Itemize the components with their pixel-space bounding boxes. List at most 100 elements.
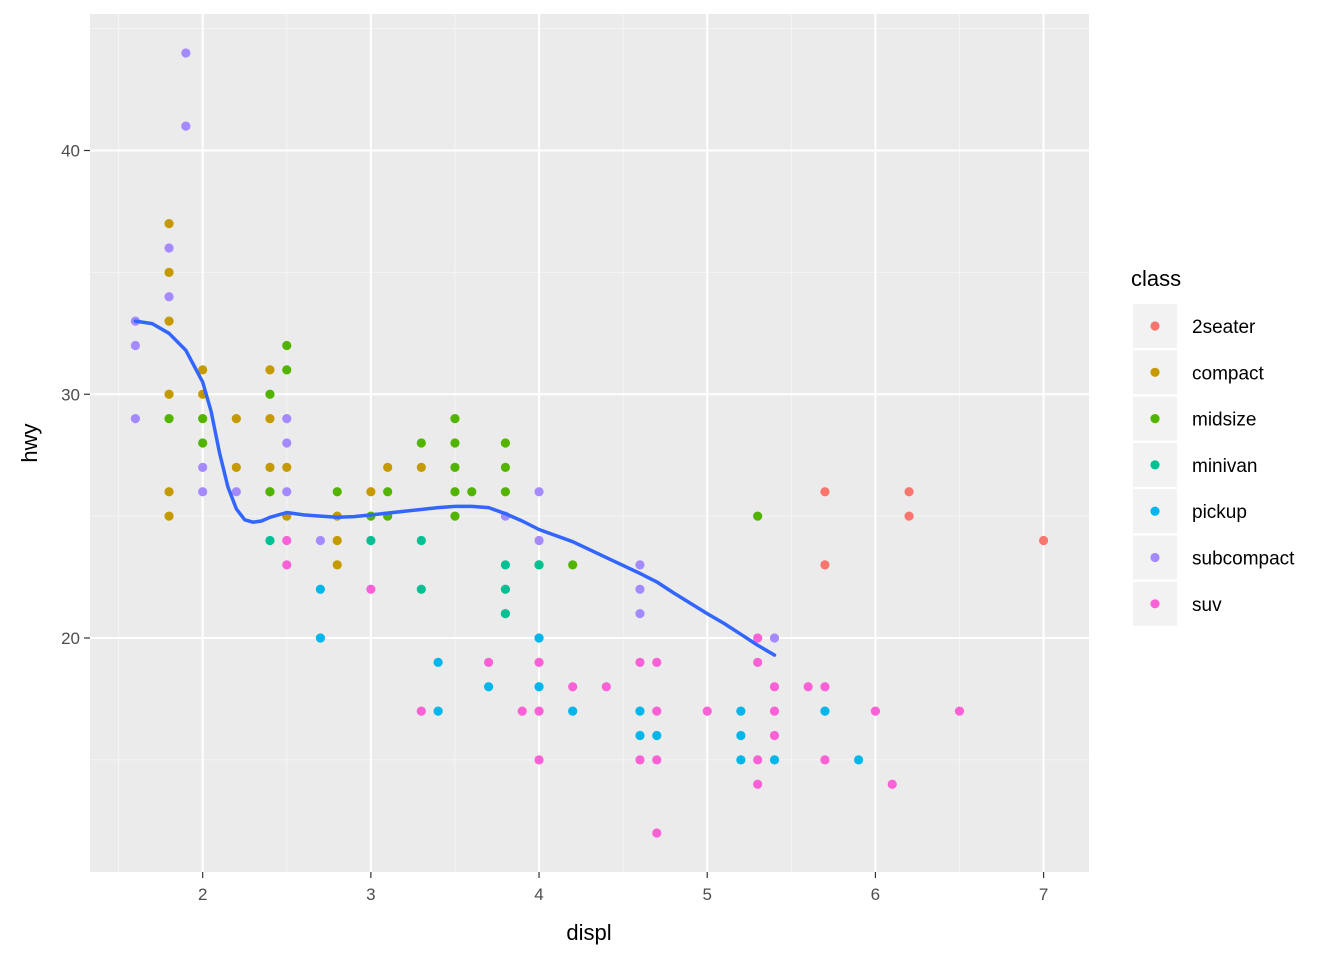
point-minivan (534, 560, 544, 570)
point-suv (769, 682, 780, 692)
point-suv (652, 828, 662, 838)
point-subcompact (282, 487, 292, 497)
point-subcompact (164, 243, 174, 253)
point-suv (652, 657, 662, 667)
point-midsize (450, 511, 460, 521)
point-pickup (635, 730, 645, 741)
point-2seater (904, 487, 914, 497)
point-compact (282, 462, 292, 472)
x-tick-label: 7 (1039, 885, 1048, 904)
point-suv (635, 755, 645, 765)
point-minivan (500, 560, 511, 570)
point-suv (820, 755, 830, 765)
legend-point-compact (1150, 367, 1160, 377)
point-suv (887, 779, 897, 789)
legend-point-suv (1150, 599, 1160, 609)
smooth-layer (133, 319, 777, 657)
y-tick-label: 20 (61, 629, 80, 648)
point-suv (769, 730, 780, 741)
smooth-line (133, 319, 777, 657)
point-compact (164, 316, 174, 326)
point-suv (753, 633, 763, 643)
legend-point-minivan (1150, 460, 1160, 470)
point-midsize (450, 462, 460, 472)
point-suv (753, 755, 763, 765)
point-midsize (164, 414, 174, 424)
point-midsize (265, 389, 275, 399)
point-pickup (736, 730, 746, 741)
point-suv (753, 657, 763, 667)
legend-label-2seater: 2seater (1192, 317, 1256, 338)
point-compact (332, 535, 342, 546)
point-midsize (383, 487, 393, 497)
point-suv (769, 706, 780, 716)
point-compact (265, 365, 275, 375)
point-midsize (198, 438, 208, 448)
point-midsize (450, 438, 460, 448)
point-compact (164, 487, 174, 497)
point-suv (601, 682, 611, 692)
point-compact (231, 462, 241, 472)
point-2seater (1038, 535, 1049, 546)
point-compact (416, 462, 426, 472)
legend-label-suv: suv (1192, 595, 1222, 616)
y-tick-label: 40 (61, 142, 80, 161)
point-subcompact (198, 462, 208, 472)
point-subcompact (164, 292, 174, 302)
point-midsize (198, 414, 208, 424)
legend-label-pickup: pickup (1192, 502, 1247, 523)
point-midsize (500, 438, 511, 448)
point-subcompact (534, 487, 544, 497)
point-minivan (416, 584, 426, 594)
point-pickup (652, 730, 662, 741)
point-subcompact (769, 633, 780, 643)
legend-point-2seater (1150, 321, 1160, 331)
point-minivan (366, 535, 376, 546)
point-suv (652, 706, 662, 716)
legend-point-subcompact (1150, 552, 1160, 563)
point-pickup (315, 584, 326, 594)
x-tick-label: 4 (534, 885, 543, 904)
point-compact (198, 365, 208, 375)
point-pickup (820, 706, 830, 716)
legend-label-minivan: minivan (1192, 456, 1257, 477)
point-pickup (635, 706, 645, 716)
point-2seater (904, 511, 914, 521)
point-minivan (416, 535, 426, 546)
legend: class 2seater compact midsize minivan pickup… (1131, 266, 1295, 626)
point-midsize (450, 487, 460, 497)
grid-major (90, 14, 1089, 872)
y-axis-title: hwy (17, 423, 42, 462)
legend-label-subcompact: subcompact (1192, 549, 1295, 570)
point-pickup (736, 755, 746, 765)
point-pickup (433, 657, 443, 667)
point-compact (383, 462, 393, 472)
point-compact (164, 267, 174, 277)
point-suv (534, 706, 544, 716)
point-midsize (416, 438, 426, 448)
point-compact (164, 389, 174, 399)
point-suv (753, 779, 763, 789)
point-subcompact (282, 414, 292, 424)
x-tick-label: 3 (366, 885, 375, 904)
point-suv (534, 657, 544, 667)
point-suv (803, 682, 813, 692)
legend-title: class (1131, 266, 1181, 291)
point-suv (702, 706, 712, 716)
point-suv (366, 584, 376, 594)
point-midsize (265, 487, 275, 497)
point-subcompact (534, 535, 544, 546)
point-pickup (534, 682, 544, 692)
point-subcompact (130, 340, 141, 351)
point-compact (332, 560, 342, 570)
point-minivan (500, 609, 511, 619)
point-minivan (265, 535, 275, 546)
axes: 2 3 4 5 6 7 20 30 40 (61, 142, 1048, 905)
point-subcompact (231, 487, 241, 497)
point-suv (282, 535, 292, 546)
point-pickup (853, 755, 864, 765)
point-midsize (282, 365, 292, 375)
point-subcompact (635, 560, 645, 570)
point-compact (265, 462, 275, 472)
